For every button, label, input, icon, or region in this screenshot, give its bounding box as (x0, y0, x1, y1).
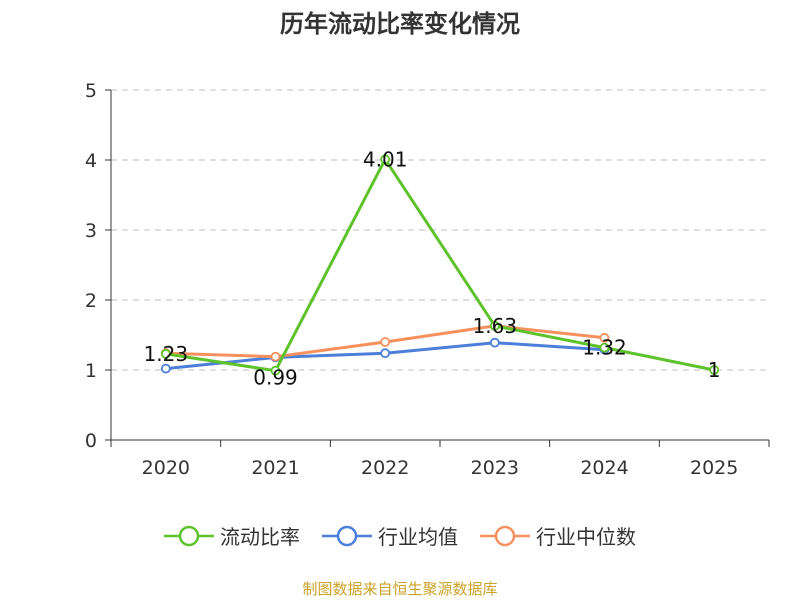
data-source-note: 制图数据来自恒生聚源数据库 (302, 580, 498, 598)
y-tick-label: 5 (85, 80, 97, 102)
x-tick-label: 2020 (142, 457, 190, 479)
data-point-industry_median (270, 351, 281, 362)
data-label: 4.01 (363, 147, 408, 171)
legend-line-marker-icon (480, 525, 530, 546)
data-label: 1.32 (582, 336, 627, 360)
x-tick-label: 2025 (690, 457, 738, 479)
data-point-current_ratio (709, 365, 720, 375)
data-point-current_ratio (270, 365, 281, 376)
y-tick-label: 1 (85, 360, 97, 382)
legend-line-marker-icon (322, 525, 372, 546)
legend-label: 流动比率 (220, 525, 300, 549)
legend-line-marker-icon (164, 525, 214, 546)
y-tick-label: 3 (85, 220, 97, 242)
legend-label: 行业中位数 (536, 525, 636, 549)
x-tick-label: 2021 (251, 457, 299, 479)
legend-item-industry-avg[interactable]: 行业均值 (322, 521, 458, 550)
y-tick-label: 2 (85, 290, 97, 312)
data-point-current_ratio (380, 154, 391, 165)
data-point-industry_avg (380, 348, 391, 359)
data-point-industry_avg (489, 337, 500, 348)
series-line-current_ratio (165, 157, 715, 373)
x-tick-label: 2022 (361, 457, 409, 479)
x-tick-label: 2024 (580, 457, 628, 479)
y-tick-label: 0 (85, 430, 97, 452)
legend-item-current-ratio[interactable]: 流动比率 (164, 521, 300, 550)
y-tick-label: 4 (85, 150, 97, 172)
x-tick-label: 2023 (471, 457, 519, 479)
data-point-current_ratio (160, 348, 171, 359)
data-label: 1.23 (144, 342, 189, 366)
data-point-industry_avg (160, 363, 171, 374)
chart-legend: 流动比率 行业均值 行业中位数 (0, 521, 800, 550)
data-label: 1 (708, 358, 721, 382)
chart-title: 历年流动比率变化情况 (280, 10, 520, 38)
data-point-industry_median (599, 332, 610, 343)
data-label: 0.99 (253, 366, 298, 390)
data-point-current_ratio (599, 342, 610, 353)
legend-circle (178, 525, 200, 546)
legend-item-industry-median[interactable]: 行业中位数 (480, 521, 636, 550)
legend-circle (494, 525, 516, 546)
data-label: 1.63 (473, 314, 518, 338)
data-point-current_ratio (489, 320, 500, 331)
data-point-industry_median (380, 337, 391, 347)
legend-circle (336, 525, 358, 546)
legend-label: 行业均值 (378, 525, 458, 549)
